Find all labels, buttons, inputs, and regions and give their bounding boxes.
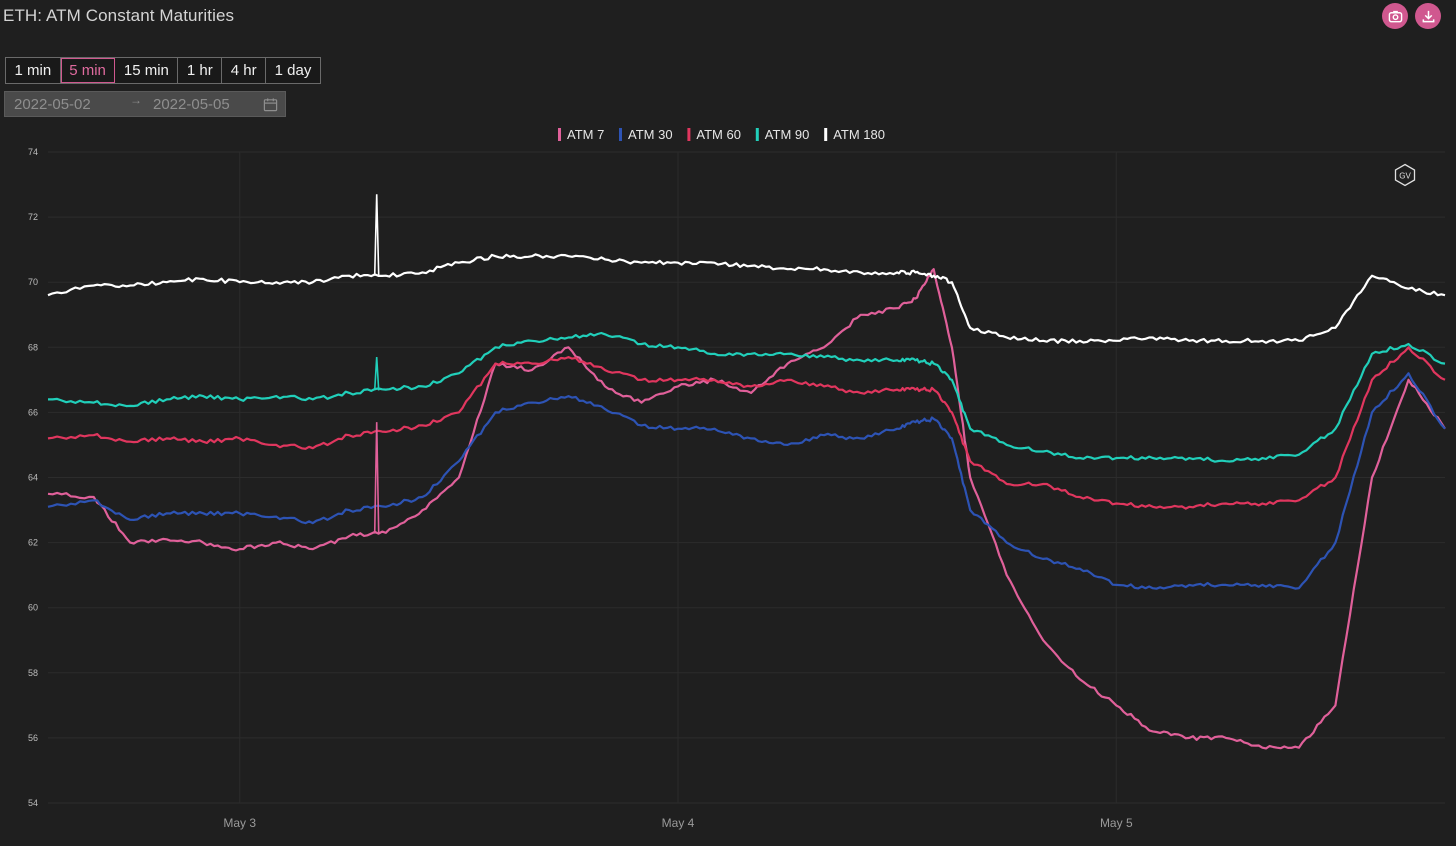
series-lines xyxy=(47,194,1446,750)
legend-item: ATM 30 xyxy=(628,127,673,142)
interval-1day-button[interactable]: 1 day xyxy=(274,62,312,79)
y-axis: 54 56 58 60 62 64 66 68 70 72 74 xyxy=(28,147,38,808)
interval-1hr-button[interactable]: 1 hr xyxy=(178,58,223,83)
date-range-separator: → xyxy=(130,93,142,107)
camera-icon xyxy=(1388,10,1402,22)
series-line-atm-180 xyxy=(47,253,1446,344)
y-tick-label: 60 xyxy=(28,603,38,613)
download-icon xyxy=(1422,10,1434,22)
legend-swatch xyxy=(755,128,759,141)
interval-selector: 1 min 5 min 15 min 1 hr 4 hr 1 day xyxy=(5,57,321,84)
x-tick-label: May 5 xyxy=(1100,816,1133,830)
calendar-icon[interactable] xyxy=(263,97,278,112)
y-tick-label: 58 xyxy=(28,668,38,678)
interval-1min-button[interactable]: 1 min xyxy=(6,58,61,83)
interval-5min-button[interactable]: 5 min xyxy=(60,58,116,83)
x-tick-label: May 3 xyxy=(223,816,256,830)
legend-item: ATM 60 xyxy=(696,127,741,142)
series-line-atm-60 xyxy=(47,346,1446,510)
y-tick-label: 70 xyxy=(28,277,38,287)
spike-atm-180 xyxy=(373,194,380,276)
y-tick-label: 62 xyxy=(28,538,38,548)
start-date-input[interactable]: 2022-05-02 xyxy=(14,96,91,113)
chart-title: ETH: ATM Constant Maturities xyxy=(3,6,235,25)
y-tick-label: 54 xyxy=(28,798,38,808)
series-line-atm-30 xyxy=(47,372,1446,590)
download-button[interactable] xyxy=(1415,3,1441,29)
legend-swatch xyxy=(558,128,561,141)
legend-swatch xyxy=(824,128,828,141)
legend-item: ATM 7 xyxy=(567,127,604,142)
y-tick-label: 74 xyxy=(28,147,38,157)
legend-swatch xyxy=(687,128,691,141)
gv-logo-icon: GV xyxy=(1394,163,1416,187)
y-tick-label: 56 xyxy=(28,733,38,743)
gv-logo-text: GV xyxy=(1399,172,1411,181)
x-tick-label: May 4 xyxy=(662,816,695,830)
end-date-input[interactable]: 2022-05-05 xyxy=(153,96,230,113)
screenshot-button[interactable] xyxy=(1382,3,1408,29)
x-axis: May 3 May 4 May 5 xyxy=(223,816,1133,830)
legend-swatch xyxy=(619,128,622,141)
interval-4hr-button[interactable]: 4 hr xyxy=(222,58,267,83)
spike-atm-90 xyxy=(373,357,380,391)
series-line-atm-90 xyxy=(48,331,1446,463)
chart-grid xyxy=(48,151,1445,804)
y-tick-label: 68 xyxy=(28,342,38,352)
series-line-atm-7 xyxy=(47,268,1446,750)
interval-15min-button[interactable]: 15 min xyxy=(115,58,179,83)
y-tick-label: 64 xyxy=(28,473,38,483)
legend-item: ATM 90 xyxy=(765,127,810,142)
date-range-picker[interactable]: 2022-05-02 → 2022-05-05 xyxy=(4,91,286,117)
y-tick-label: 66 xyxy=(28,407,38,417)
spike-atm-7 xyxy=(373,422,380,534)
legend: ATM 7 ATM 30 ATM 60 ATM 90 ATM 180 xyxy=(558,127,885,142)
y-tick-label: 72 xyxy=(28,212,38,222)
legend-item: ATM 180 xyxy=(833,127,885,142)
